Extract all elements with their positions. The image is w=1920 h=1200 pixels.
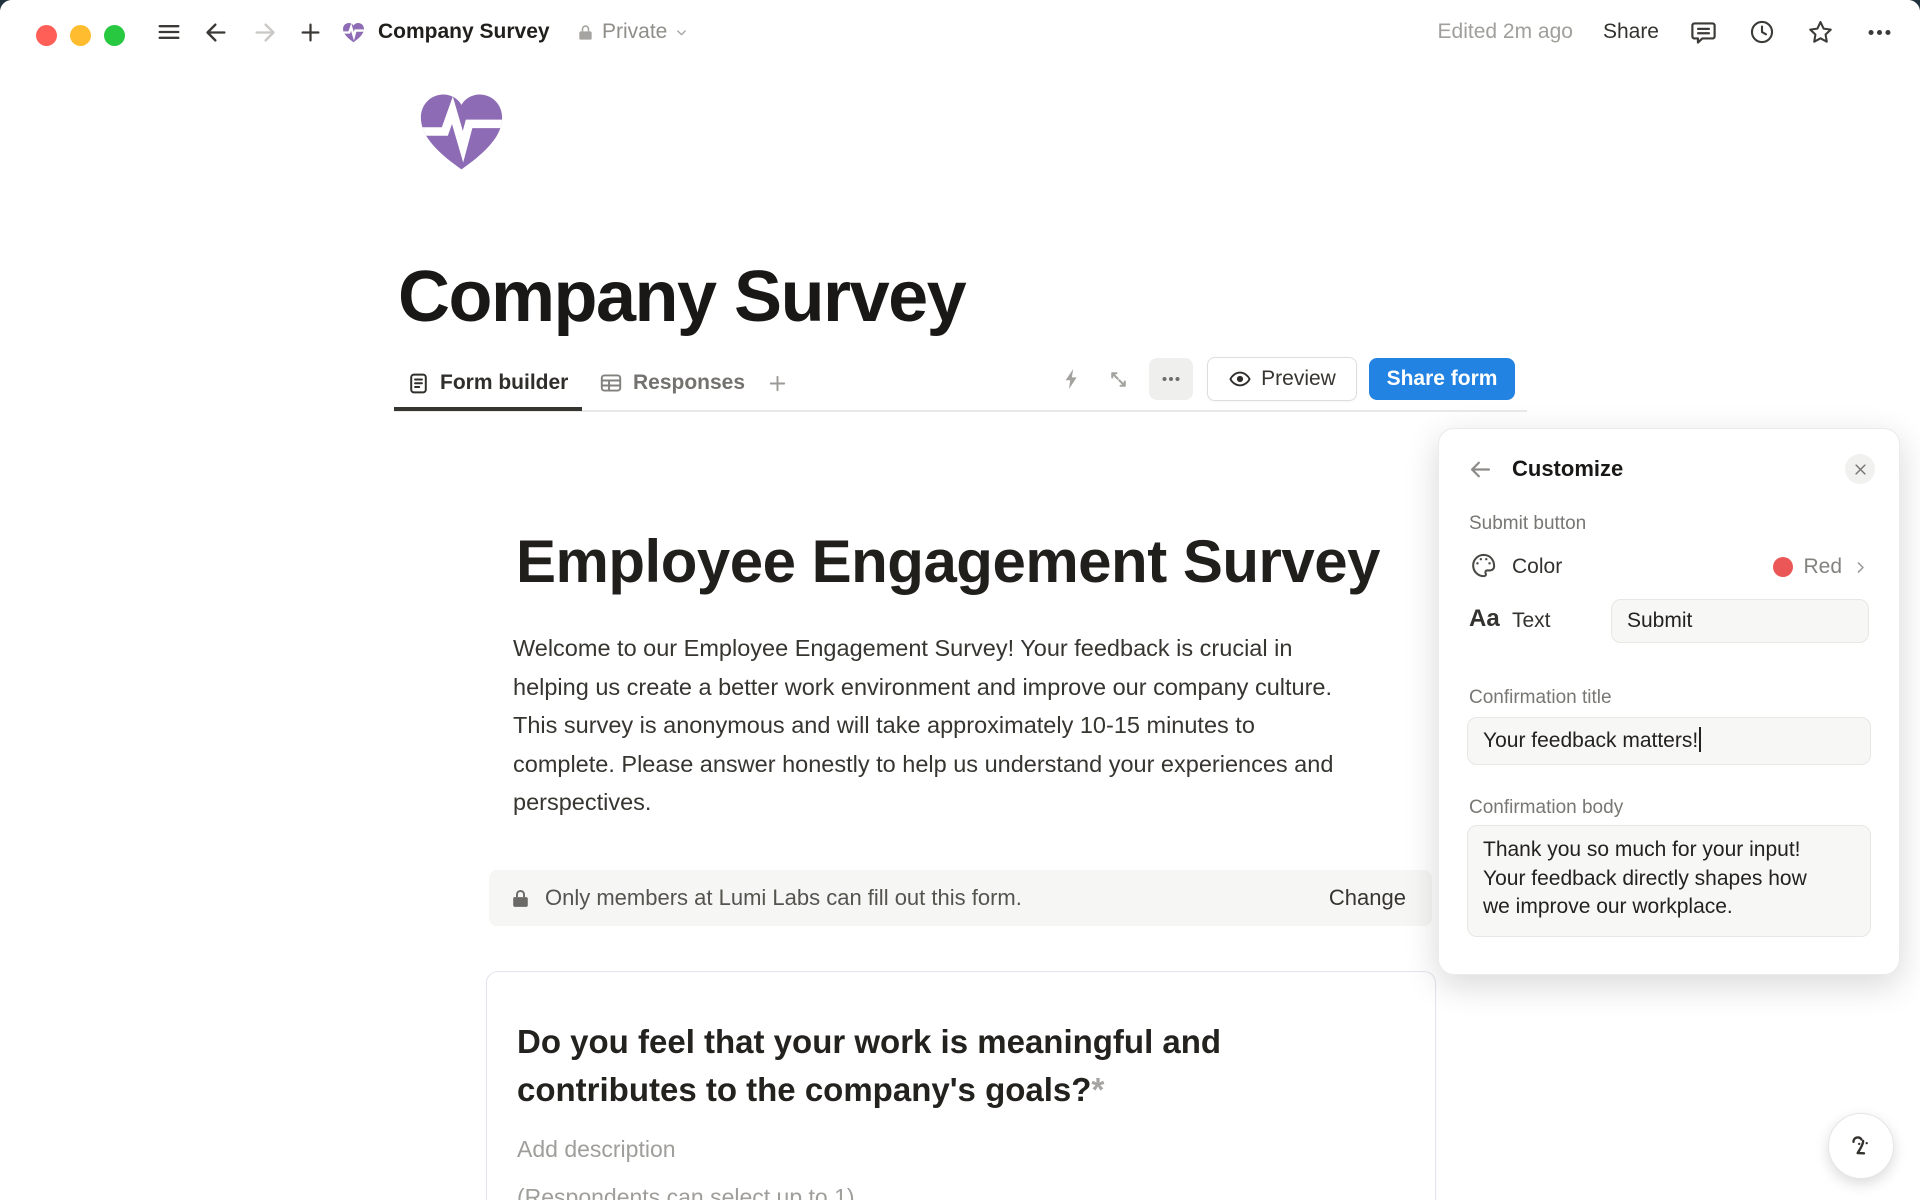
- question-description-placeholder[interactable]: Add description: [517, 1136, 676, 1162]
- page-icon-heart-pulse[interactable]: [413, 83, 510, 180]
- favorite-star-icon[interactable]: [1806, 18, 1835, 47]
- ai-face-icon: [1852, 1136, 1868, 1155]
- more-actions-button[interactable]: [1149, 358, 1193, 400]
- document-icon: [410, 373, 427, 393]
- notion-ai-button[interactable]: [1828, 1113, 1894, 1179]
- tab-label: Responses: [633, 371, 746, 394]
- share-button[interactable]: Share: [1602, 20, 1659, 43]
- add-view-plus-icon[interactable]: [766, 358, 789, 408]
- question-select-hint: (Respondents can select up to 1): [517, 1184, 855, 1200]
- more-options-icon[interactable]: [1865, 18, 1894, 47]
- question-title[interactable]: Do you feel that your work is meaningful…: [517, 1023, 1222, 1108]
- tab-responses[interactable]: Responses: [598, 358, 745, 408]
- traffic-light-minimize[interactable]: [70, 25, 91, 46]
- confirmation-title-input[interactable]: Your feedback matters!: [1467, 717, 1871, 765]
- color-value-selector[interactable]: Red: [1773, 551, 1869, 583]
- expand-diagonal-icon[interactable]: [1106, 367, 1131, 392]
- page-heart-icon-small: [341, 0, 366, 64]
- access-restriction-bar: Only members at Lumi Labs can fill out t…: [489, 870, 1432, 926]
- confirmation-body-input[interactable]: Thank you so much for your input! Your fe…: [1467, 825, 1871, 937]
- lock-icon: [579, 24, 592, 40]
- panel-close-button[interactable]: [1845, 454, 1875, 484]
- color-row-label: Color: [1512, 555, 1563, 578]
- traffic-light-zoom[interactable]: [104, 25, 125, 46]
- access-change-button[interactable]: Change: [1328, 885, 1406, 910]
- panel-back-arrow-icon[interactable]: [1467, 456, 1494, 483]
- panel-title: Customize: [1512, 456, 1624, 481]
- access-notice: Only members at Lumi Labs can fill out t…: [545, 885, 1022, 910]
- submit-button-section-label: Submit button: [1469, 513, 1587, 534]
- palette-icon: [1469, 551, 1498, 580]
- history-clock-icon[interactable]: [1748, 18, 1776, 46]
- confirmation-body-label: Confirmation body: [1469, 797, 1624, 818]
- view-tabs: Form builder Responses: [394, 358, 1527, 412]
- preview-label: Preview: [1261, 367, 1336, 390]
- preview-button[interactable]: Preview: [1207, 357, 1357, 401]
- chevron-right-icon: [1857, 561, 1864, 573]
- question-card[interactable]: Do you feel that your work is meaningful…: [486, 971, 1436, 1200]
- table-icon: [600, 374, 622, 392]
- comments-icon[interactable]: [1689, 18, 1718, 47]
- edited-timestamp: Edited 2m ago: [1437, 20, 1573, 43]
- chevron-down-icon: [677, 29, 687, 35]
- breadcrumb-page-title[interactable]: Company Survey: [378, 20, 550, 43]
- close-icon: [1854, 463, 1866, 475]
- form-description[interactable]: Welcome to our Employee Engagement Surve…: [513, 635, 1334, 815]
- lock-icon: [513, 889, 528, 907]
- privacy-dropdown[interactable]: Private: [576, 0, 689, 64]
- traffic-light-close[interactable]: [36, 25, 57, 46]
- forward-arrow-icon[interactable]: [251, 0, 278, 64]
- submit-text-input[interactable]: Submit: [1611, 599, 1869, 643]
- text-row-label: Text: [1512, 609, 1551, 632]
- form-actions: Preview Share form: [1060, 357, 1515, 401]
- confirmation-title-label: Confirmation title: [1469, 687, 1612, 708]
- text-style-icon: Aa: [1469, 605, 1500, 632]
- new-tab-plus-icon[interactable]: [297, 0, 324, 64]
- required-asterisk: *: [1091, 1071, 1105, 1108]
- menu-icon[interactable]: [155, 0, 183, 64]
- window-titlebar: Company Survey Private Edited 2m ago Sha…: [0, 0, 1920, 64]
- eye-icon: [1229, 371, 1251, 387]
- back-arrow-icon[interactable]: [203, 0, 230, 64]
- tab-label: Form builder: [440, 371, 569, 394]
- color-value: Red: [1803, 555, 1842, 578]
- text-cursor: [1699, 727, 1702, 752]
- customize-panel: Customize Submit button Color Red Aa Tex…: [1438, 428, 1900, 975]
- tab-form-builder[interactable]: Form builder: [394, 358, 583, 411]
- color-swatch-red: [1773, 557, 1794, 577]
- share-form-button[interactable]: Share form: [1369, 358, 1515, 400]
- privacy-label: Private: [602, 20, 668, 43]
- page-title[interactable]: Company Survey: [398, 257, 967, 337]
- automation-lightning-icon[interactable]: [1060, 367, 1084, 391]
- form-heading[interactable]: Employee Engagement Survey: [516, 528, 1380, 595]
